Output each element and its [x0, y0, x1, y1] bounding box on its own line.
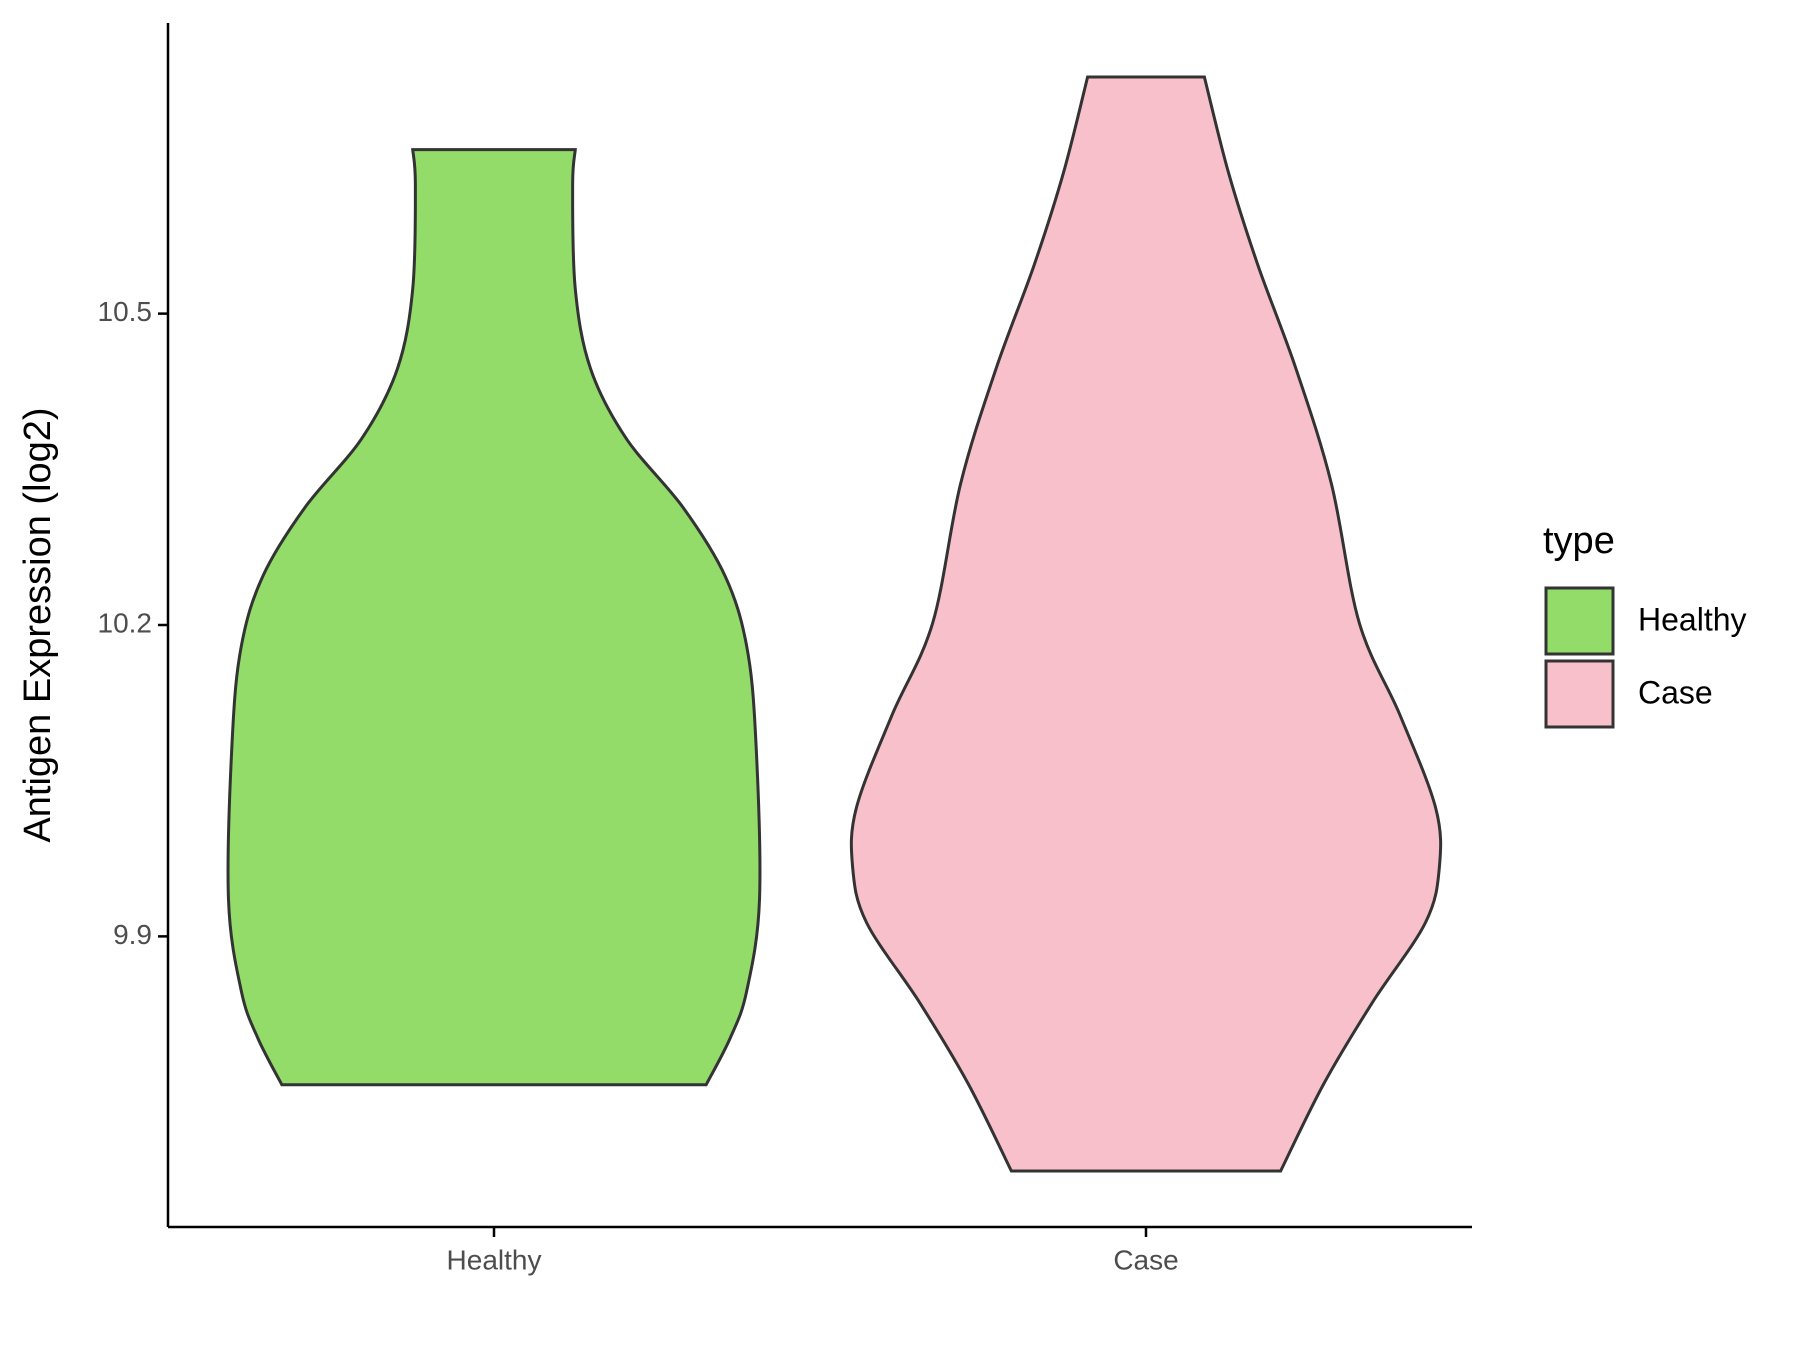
x-tick-label: Case — [1113, 1244, 1178, 1275]
legend-key — [1544, 659, 1615, 729]
legend-label: Healthy — [1638, 601, 1747, 637]
violin — [849, 75, 1443, 1173]
x-tick-label: Healthy — [447, 1244, 542, 1275]
y-axis-title: Antigen Expression (log2) — [17, 407, 59, 842]
legend-title: type — [1543, 520, 1615, 562]
y-tick-label: 9.9 — [113, 919, 152, 950]
legend-key — [1544, 586, 1615, 656]
violin — [226, 148, 762, 1087]
y-tick-label: 10.2 — [98, 607, 153, 638]
legend-label: Case — [1638, 674, 1713, 710]
y-tick-label: 10.5 — [98, 296, 153, 327]
